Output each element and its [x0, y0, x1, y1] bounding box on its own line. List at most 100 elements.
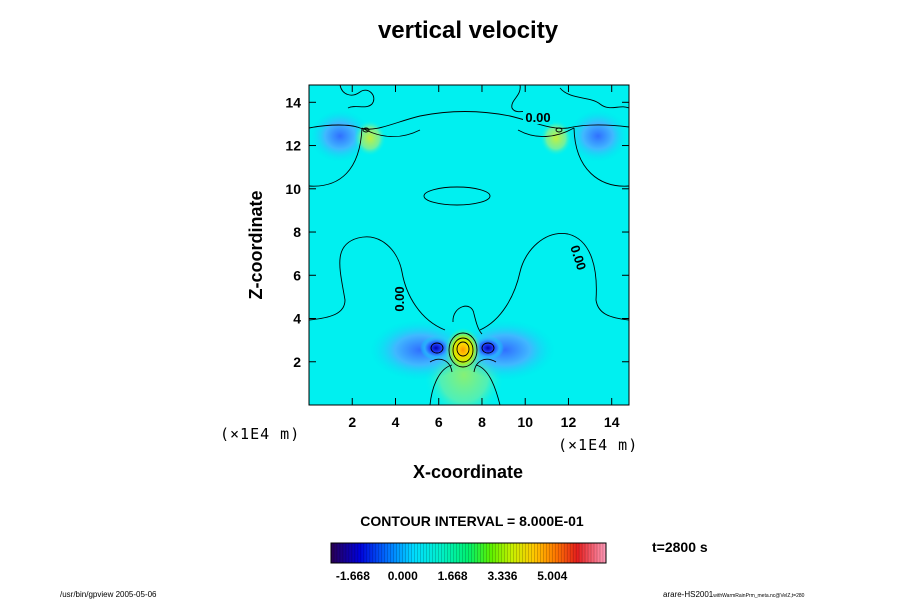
y-tick-label: 10 — [285, 181, 301, 197]
chart-title: vertical velocity — [378, 17, 559, 44]
colorbar-swatch — [462, 543, 466, 563]
colorbar-swatch — [447, 543, 451, 563]
footer-right-sub: withWarmRainPrm_meta.nc@VelZ,t=280 — [713, 593, 804, 599]
downdraft-lobe-left — [370, 320, 470, 380]
colorbar-swatch — [336, 543, 341, 563]
colorbar-swatch — [456, 543, 460, 563]
colorbar-swatch — [375, 543, 380, 563]
x-unit-left: (×1E4 m) — [220, 425, 300, 443]
colorbar-swatch — [513, 543, 517, 563]
colorbar-swatch — [600, 543, 604, 563]
colorbar-swatch — [331, 543, 335, 563]
y-tick-label: 2 — [293, 354, 301, 370]
contour-center-top — [452, 305, 483, 335]
colorbar-swatch — [555, 543, 559, 563]
colorbar-swatch — [549, 543, 553, 563]
colorbar-swatch — [570, 543, 574, 563]
colorbar-swatch — [441, 543, 445, 563]
colorbar-swatch — [486, 543, 490, 563]
colorbar-swatch — [558, 543, 562, 563]
contour-updraft-ring-1 — [452, 337, 474, 363]
colorbar-swatch — [369, 543, 374, 563]
contour-top-band — [309, 111, 629, 130]
colorbar-swatch — [561, 543, 565, 563]
colorbar-swatch — [339, 543, 344, 563]
contour-top-wave-3 — [559, 87, 629, 109]
y-tick-label: 4 — [293, 311, 301, 327]
contour-left-arch — [309, 236, 446, 331]
colorbar-swatch — [342, 543, 347, 563]
colorbar-swatch — [381, 543, 386, 563]
colorbar-swatch — [504, 543, 508, 563]
colorbar-swatch — [498, 543, 502, 563]
colorbar-swatch — [438, 543, 442, 563]
contour-small-right — [555, 127, 563, 133]
x-axis-label: X-coordinate — [413, 462, 523, 482]
colorbar-swatch — [501, 543, 505, 563]
colorbar-tick-label: 5.004 — [537, 569, 567, 583]
colorbar-swatch — [405, 543, 410, 563]
colorbar-swatch — [351, 543, 356, 563]
colorbar-swatch — [468, 543, 472, 563]
colorbar-swatch — [345, 543, 350, 563]
x-tick-label: 10 — [517, 414, 533, 430]
colorbar-swatch — [552, 543, 556, 563]
colorbar-swatch — [522, 543, 526, 563]
colorbar-swatch — [525, 543, 529, 563]
colorbar-swatch — [333, 543, 338, 563]
colorbar-swatch — [372, 543, 377, 563]
contour-label-top: 0.00 — [525, 110, 550, 125]
contour-plume-right — [475, 364, 501, 405]
downdraft-core-left — [420, 336, 452, 360]
contour-updraft-ring-3 — [456, 341, 470, 357]
colorbar-swatch — [576, 543, 580, 563]
colorbar-swatch — [426, 543, 431, 563]
contour-label-bg-1 — [523, 110, 553, 124]
contour-top-left-dip — [361, 127, 421, 137]
colorbar-swatch — [534, 543, 538, 563]
contour-right-arch — [479, 233, 629, 331]
top-downdraft-left — [310, 110, 370, 162]
colorbar-swatch — [531, 543, 535, 563]
colorbar-swatch — [591, 543, 595, 563]
colorbar-swatch — [594, 543, 598, 563]
colorbar-swatch — [573, 543, 577, 563]
plot-frame — [308, 84, 630, 406]
colorbar-swatch — [546, 543, 550, 563]
y-tick-label: 8 — [293, 224, 301, 240]
colorbar-swatch — [363, 543, 368, 563]
colorbar-swatch — [459, 543, 463, 563]
colorbar-swatch — [423, 543, 428, 563]
contour-label-right: 0.00 — [567, 243, 589, 272]
contour-plume-left — [429, 364, 453, 405]
updraft-core — [445, 328, 481, 372]
x-tick-label: 8 — [478, 414, 486, 430]
colorbar-swatch — [366, 543, 371, 563]
downdraft-lobe-right — [455, 320, 555, 380]
x-tick-label: 2 — [348, 414, 356, 430]
colorbar-swatch — [387, 543, 392, 563]
colorbar-swatch — [528, 543, 532, 563]
colorbar-swatch — [582, 543, 586, 563]
contour-labels: 0.00 0.00 0.00 — [392, 110, 589, 312]
footer-right: arare-HS2001withWarmRainPrm_meta.nc@VelZ… — [663, 590, 805, 599]
colorbar-swatch — [564, 543, 568, 563]
top-downdraft-right — [568, 110, 628, 162]
colorbar-swatch — [414, 543, 419, 563]
x-unit-right: (×1E4 m) — [558, 436, 638, 454]
colorbar-swatch — [492, 543, 496, 563]
colorbar-swatch — [420, 543, 425, 563]
colorbar-swatch — [537, 543, 541, 563]
x-tick-label: 4 — [392, 414, 400, 430]
colorbar-swatch — [519, 543, 523, 563]
contour-label-left: 0.00 — [392, 286, 407, 311]
colorbar-tick-label: 0.000 — [388, 569, 418, 583]
colorbar-swatch — [453, 543, 457, 563]
colorbar-swatch — [435, 543, 440, 563]
colorbar-swatch — [465, 543, 469, 563]
colorbar-swatch — [384, 543, 389, 563]
colorbar-swatch — [357, 543, 362, 563]
colorbar-tick-label: -1.668 — [336, 569, 370, 583]
colorbar-swatch — [471, 543, 475, 563]
colorbar-swatch — [516, 543, 520, 563]
